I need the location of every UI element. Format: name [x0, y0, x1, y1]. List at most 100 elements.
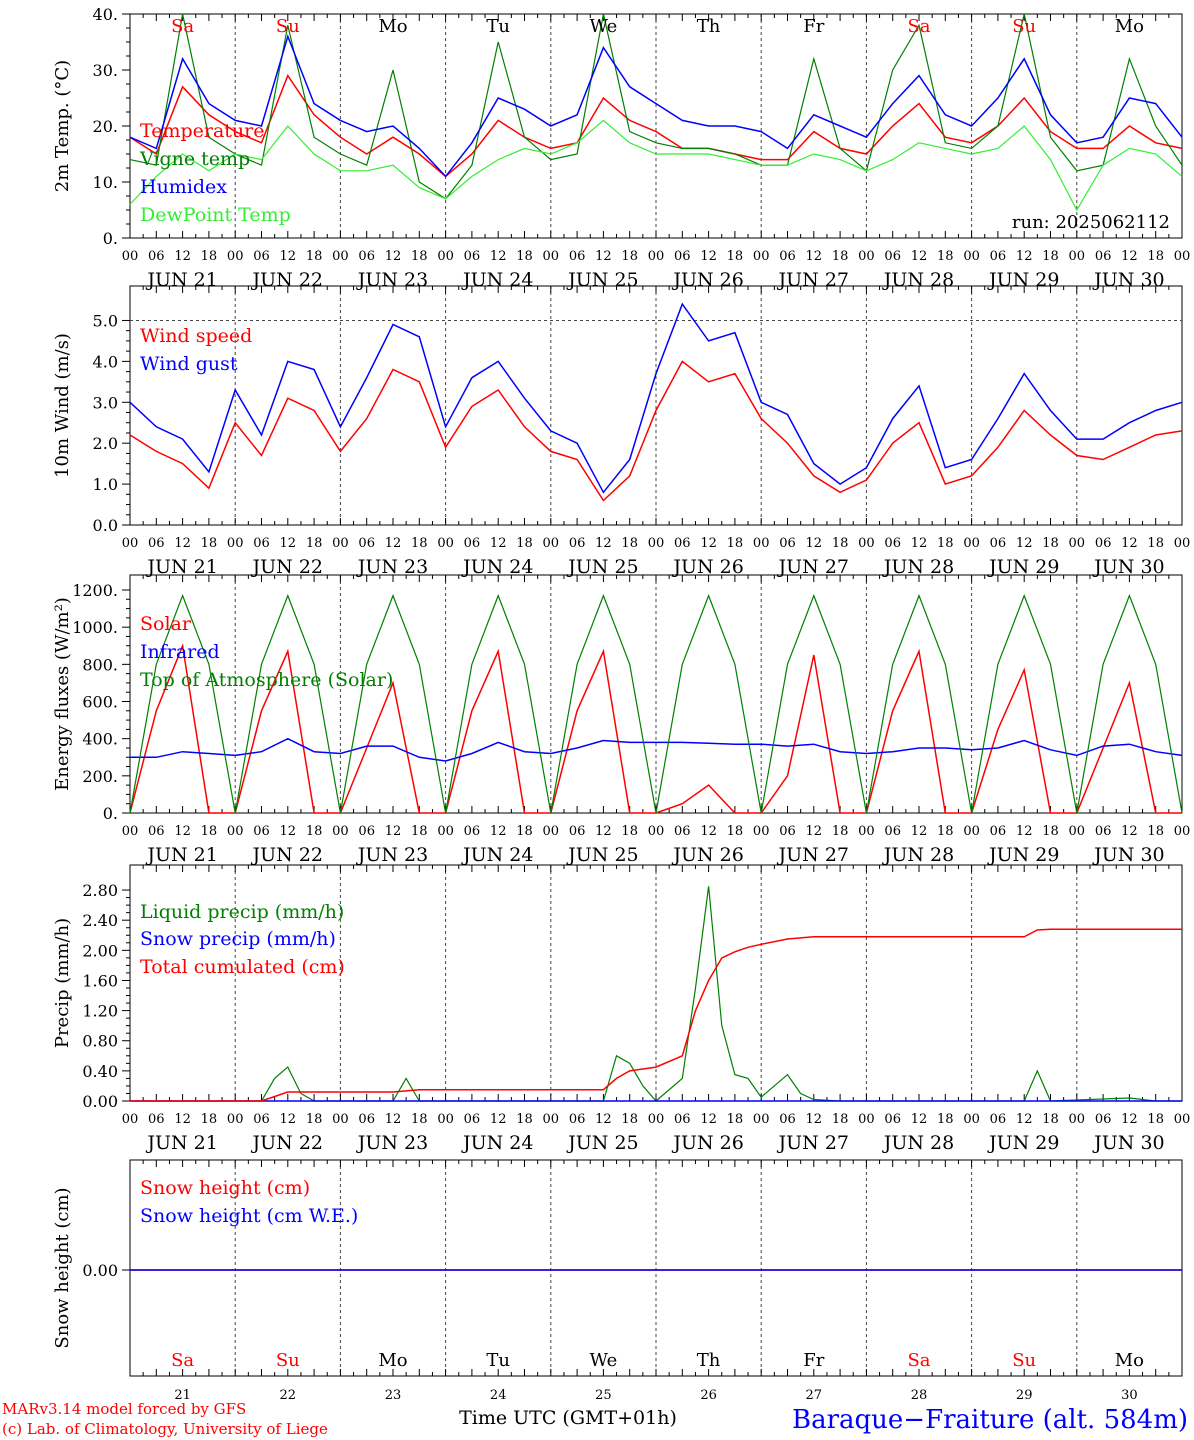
- hour-tick-label: 18: [621, 1112, 638, 1127]
- hour-tick-label: 12: [700, 1112, 717, 1127]
- y-tick-label: 600.: [82, 693, 118, 712]
- legend-total-cumulated-cm-: Total cumulated (cm): [140, 956, 345, 978]
- date-label: JUN 24: [461, 844, 533, 866]
- day-of-week-label: Su: [1012, 1350, 1036, 1371]
- hour-tick-label: 12: [700, 249, 717, 264]
- legend-wind-speed: Wind speed: [140, 325, 252, 347]
- hour-tick-label: 00: [858, 536, 875, 551]
- hour-tick-label: 00: [1069, 249, 1086, 264]
- hour-tick-label: 18: [201, 536, 218, 551]
- y-tick-label: 5.0: [93, 311, 118, 330]
- y-axis-label: Precip (mm/h): [52, 918, 73, 1048]
- hour-tick-label: 12: [385, 824, 402, 839]
- hour-tick-label: 06: [148, 1112, 165, 1127]
- hour-tick-label: 18: [1147, 1112, 1164, 1127]
- hour-tick-label: 18: [306, 249, 323, 264]
- hour-tick-label: 18: [201, 824, 218, 839]
- hour-tick-label: 06: [884, 1112, 901, 1127]
- hour-tick-label: 12: [385, 249, 402, 264]
- hour-tick-label: 18: [1147, 824, 1164, 839]
- panel-2: [122, 285, 1183, 526]
- hour-tick-label: 06: [253, 1112, 270, 1127]
- hour-tick-label: 00: [963, 1112, 980, 1127]
- series-line-dewpoint-temp: [129, 119, 1183, 212]
- hour-tick-label: 18: [516, 249, 533, 264]
- hour-tick-label: 06: [884, 824, 901, 839]
- hour-tick-label: 06: [990, 249, 1007, 264]
- date-number-label: 25: [595, 1388, 612, 1403]
- hour-tick-label: 12: [174, 1112, 191, 1127]
- date-label: JUN 23: [356, 556, 428, 578]
- hour-tick-label: 06: [358, 536, 375, 551]
- date-label: JUN 28: [882, 1132, 954, 1154]
- hour-tick-label: 18: [1042, 536, 1059, 551]
- day-of-week-label: Tu: [486, 1350, 510, 1371]
- hour-tick-label: 18: [411, 824, 428, 839]
- y-axis-label: Energy fluxes (W/m²): [52, 597, 73, 791]
- hour-tick-label: 00: [963, 249, 980, 264]
- hour-tick-label: 12: [1121, 536, 1138, 551]
- series-line-infrared: [130, 737, 1183, 762]
- hour-tick-label: 00: [858, 1112, 875, 1127]
- y-tick-label: 200.: [82, 767, 118, 786]
- series-line-humidex: [129, 34, 1183, 178]
- date-label: JUN 29: [987, 556, 1059, 578]
- date-number-label: 23: [385, 1388, 402, 1403]
- y-tick-label: 2.00: [82, 941, 118, 960]
- hour-tick-label: 06: [148, 249, 165, 264]
- y-tick-label: 0.: [103, 804, 118, 823]
- date-label: JUN 21: [145, 556, 217, 578]
- hour-tick-label: 06: [464, 1112, 481, 1127]
- hour-tick-label: 06: [358, 1112, 375, 1127]
- y-tick-label: 10.: [93, 173, 118, 192]
- hour-tick-label: 00: [1069, 536, 1086, 551]
- hour-tick-label: 12: [806, 249, 823, 264]
- hour-tick-label: 18: [832, 1112, 849, 1127]
- plot-frame: [129, 574, 1183, 814]
- hour-tick-label: 12: [595, 536, 612, 551]
- hour-tick-label: 18: [1147, 536, 1164, 551]
- hour-tick-label: 00: [963, 824, 980, 839]
- hour-tick-label: 06: [674, 249, 691, 264]
- legend-temperature: Temperature: [140, 120, 264, 142]
- hour-tick-label: 06: [464, 249, 481, 264]
- date-label: JUN 26: [671, 1132, 743, 1154]
- date-label: JUN 26: [671, 844, 743, 866]
- date-number-label: 28: [911, 1388, 928, 1403]
- hour-tick-label: 18: [1042, 824, 1059, 839]
- hour-tick-label: 12: [911, 536, 928, 551]
- day-of-week-label: Tu: [486, 16, 510, 37]
- y-tick-label: 1.0: [93, 475, 118, 494]
- hour-tick-label: 12: [490, 824, 507, 839]
- y-tick-label: 2.80: [82, 881, 118, 900]
- day-of-week-label: Sa: [171, 16, 194, 37]
- day-of-week-label: Mo: [378, 1350, 407, 1371]
- hour-tick-label: 06: [674, 1112, 691, 1127]
- hour-tick-label: 18: [727, 824, 744, 839]
- date-label: JUN 30: [1092, 556, 1164, 578]
- y-tick-label: 2.40: [82, 911, 118, 930]
- hour-tick-label: 18: [937, 249, 954, 264]
- hour-tick-label: 12: [490, 1112, 507, 1127]
- y-tick-label: 1.60: [82, 971, 118, 990]
- hour-tick-label: 00: [227, 824, 244, 839]
- y-tick-label: 800.: [82, 655, 118, 674]
- legend-vigne-temp: Vigne temp: [139, 148, 250, 170]
- date-label: JUN 25: [566, 844, 638, 866]
- hour-tick-label: 00: [227, 249, 244, 264]
- legend-dewpoint-temp: DewPoint Temp: [140, 204, 291, 226]
- hour-tick-label: 06: [779, 536, 796, 551]
- hour-tick-label: 06: [779, 1112, 796, 1127]
- date-label: JUN 29: [987, 844, 1059, 866]
- day-of-week-label: We: [590, 1350, 618, 1371]
- date-label: JUN 30: [1092, 844, 1164, 866]
- date-label: JUN 30: [1092, 1132, 1164, 1154]
- hour-tick-label: 06: [674, 536, 691, 551]
- hour-tick-label: 00: [543, 249, 560, 264]
- hour-tick-label: 06: [148, 536, 165, 551]
- hour-tick-label: 12: [1121, 824, 1138, 839]
- hour-tick-label: 18: [621, 536, 638, 551]
- hour-tick-label: 12: [1121, 1112, 1138, 1127]
- hour-tick-label: 18: [306, 1112, 323, 1127]
- legend-wind-gust: Wind gust: [140, 353, 238, 375]
